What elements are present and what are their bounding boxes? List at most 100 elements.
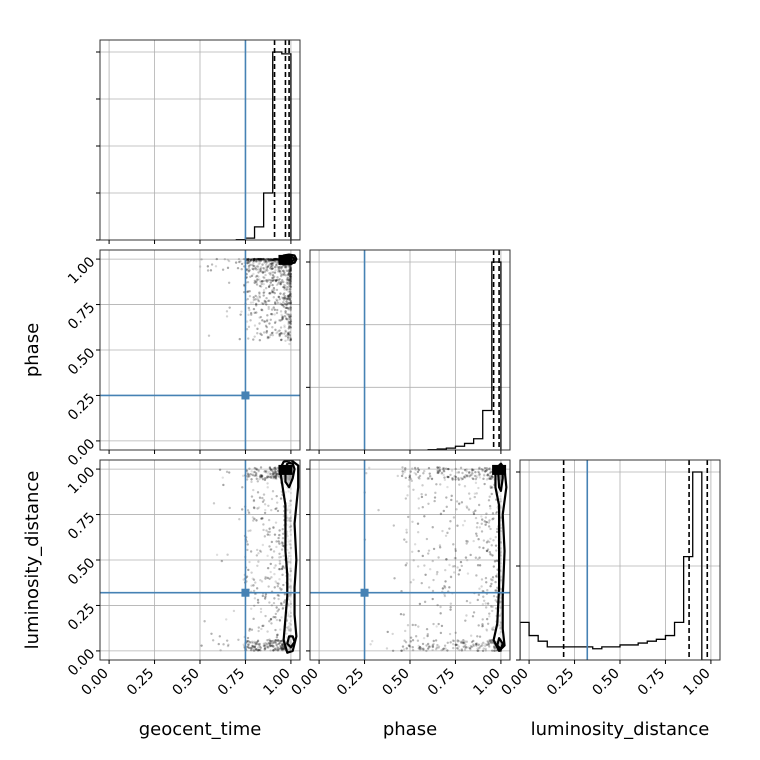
sample-point <box>249 263 252 267</box>
sample-point <box>289 276 293 279</box>
sample-point <box>273 475 276 479</box>
sample-point <box>288 317 291 321</box>
sample-point <box>275 278 278 282</box>
sample-point <box>403 639 406 642</box>
panel-luminosity-distance-hist <box>520 460 720 660</box>
sample-point <box>288 293 291 297</box>
sample-point <box>281 644 284 647</box>
sample-point <box>273 533 277 536</box>
sample-point <box>428 472 431 475</box>
sample-point <box>282 301 285 304</box>
sample-point <box>260 257 263 261</box>
sample-point <box>289 273 293 276</box>
sample-point <box>269 644 273 647</box>
sample-point <box>487 642 490 645</box>
sample-point <box>486 473 489 477</box>
sample-point <box>268 527 271 530</box>
sample-point <box>260 282 263 286</box>
sample-point <box>232 609 236 613</box>
sample-point <box>272 296 276 299</box>
sample-point <box>274 257 278 261</box>
sample-point <box>275 644 278 647</box>
sample-point <box>262 528 265 532</box>
sample-point <box>462 641 465 645</box>
sample-point <box>252 264 256 268</box>
sample-point <box>400 649 403 652</box>
sample-point <box>263 470 266 473</box>
sample-point <box>422 647 425 651</box>
sample-point <box>478 587 481 590</box>
sample-point <box>273 260 276 263</box>
panel-geocent-time-hist <box>100 40 300 240</box>
sample-point <box>437 556 440 559</box>
sample-point <box>494 544 498 547</box>
sample-point <box>490 492 493 496</box>
sample-point <box>287 278 290 282</box>
sample-point <box>278 552 281 556</box>
sample-point <box>247 264 251 268</box>
tick-layer: 0.000.250.500.751.000.00 0.25 0.50 0.75 1.00… <box>65 51 714 699</box>
sample-point <box>272 475 275 479</box>
sample-point <box>445 496 448 499</box>
sample-point <box>262 642 266 646</box>
sample-point <box>259 257 263 261</box>
sample-point <box>270 469 273 472</box>
sample-point <box>426 647 430 651</box>
sample-point <box>485 512 488 515</box>
sample-point <box>275 311 279 315</box>
sample-point <box>495 510 499 514</box>
sample-point <box>289 282 292 285</box>
sample-point <box>274 580 277 583</box>
sample-point <box>495 607 498 610</box>
sample-point <box>272 258 275 262</box>
sample-point <box>483 474 486 477</box>
sample-point <box>474 556 478 559</box>
sample-point <box>273 271 277 274</box>
sample-point <box>470 467 474 471</box>
sample-point <box>483 466 487 470</box>
sample-point <box>267 264 271 267</box>
sample-point <box>264 260 267 263</box>
sample-point <box>261 624 264 628</box>
sample-point <box>253 506 256 510</box>
sample-point <box>473 495 476 499</box>
sample-point <box>288 321 292 325</box>
sample-point <box>285 306 288 310</box>
sample-point <box>430 477 434 480</box>
sample-point <box>262 331 266 334</box>
sample-point <box>255 647 258 651</box>
sample-point <box>284 310 287 313</box>
sample-point <box>282 647 285 651</box>
sample-point <box>289 285 292 288</box>
sample-point <box>283 294 287 298</box>
sample-point <box>269 259 272 262</box>
sample-point <box>288 334 292 337</box>
sample-point <box>266 318 269 322</box>
sample-point <box>266 639 270 642</box>
sample-point <box>260 474 264 478</box>
sample-point <box>289 287 292 291</box>
sample-point <box>477 538 480 541</box>
sample-point <box>249 529 252 532</box>
sample-point <box>287 295 291 299</box>
sample-point <box>276 261 279 264</box>
sample-point <box>273 258 277 261</box>
sample-point <box>427 502 430 505</box>
sample-point <box>485 521 488 524</box>
x-tick-label: 1.00 <box>470 666 503 699</box>
sample-point <box>421 642 425 646</box>
sample-point <box>258 257 261 261</box>
sample-point <box>257 257 260 261</box>
sample-point <box>253 645 257 649</box>
sample-point <box>475 476 478 479</box>
sample-point <box>266 257 269 261</box>
sample-point <box>485 629 489 632</box>
sample-point <box>275 506 278 510</box>
sample-point <box>491 649 494 652</box>
sample-point <box>257 560 260 563</box>
sample-point <box>264 269 267 272</box>
sample-point <box>268 644 271 648</box>
sample-point <box>263 648 266 651</box>
sample-point <box>482 595 485 598</box>
sample-point <box>286 297 289 301</box>
